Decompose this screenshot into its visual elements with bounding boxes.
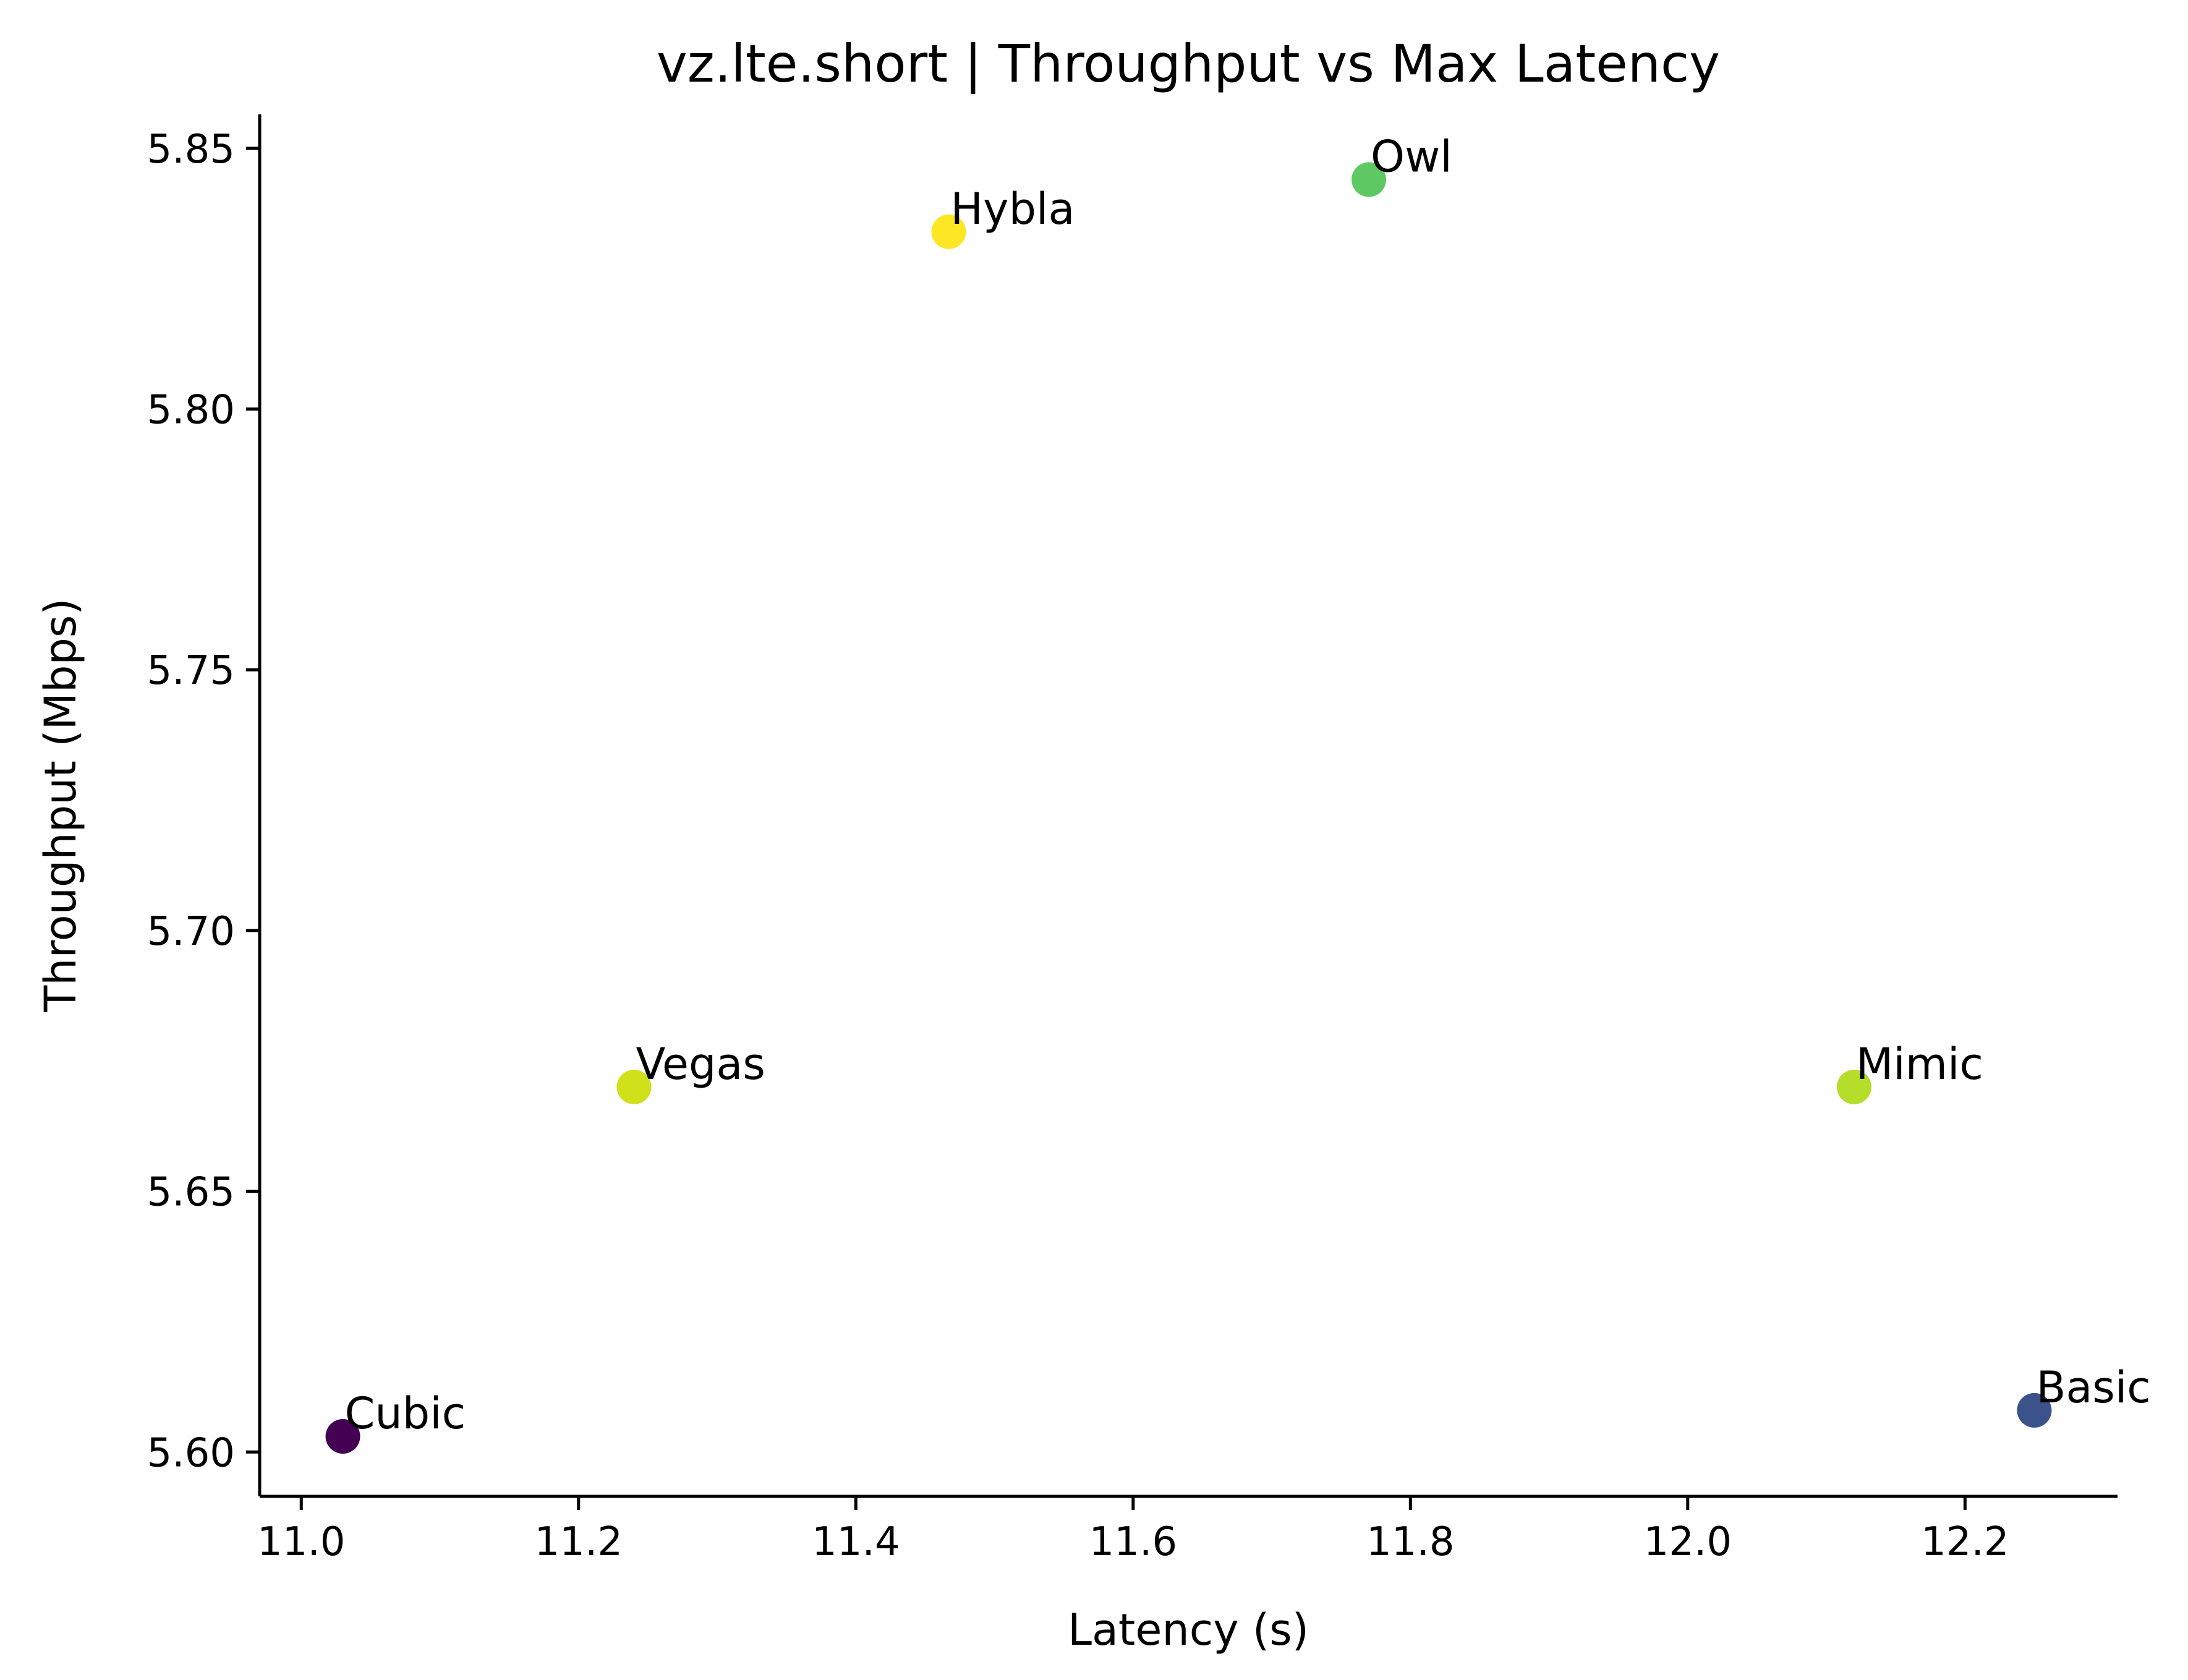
x-tick-label: 11.0 — [257, 1519, 346, 1565]
x-tick-label: 11.4 — [812, 1519, 900, 1565]
y-tick-label: 5.60 — [147, 1430, 236, 1476]
data-point-vegas — [616, 1069, 652, 1104]
data-point-hybla — [931, 214, 966, 249]
y-tick-label: 5.70 — [147, 909, 236, 955]
y-tick-label: 5.75 — [147, 648, 236, 694]
data-point-owl — [1352, 162, 1387, 197]
data-label-mimic: Mimic — [1856, 1039, 1983, 1089]
data-point-basic — [2017, 1392, 2052, 1428]
y-tick-label: 5.85 — [147, 127, 236, 173]
x-tick-label: 11.8 — [1366, 1519, 1455, 1565]
y-tick-label: 5.65 — [147, 1170, 236, 1216]
data-label-vegas: Vegas — [636, 1039, 765, 1089]
x-tick-label: 12.2 — [1921, 1519, 2009, 1565]
data-points: Cubic Vegas Hybla Owl Mimic Basic — [325, 131, 2151, 1454]
data-label-cubic: Cubic — [345, 1388, 466, 1439]
data-label-hybla: Hybla — [951, 184, 1075, 234]
data-point-mimic — [1836, 1069, 1871, 1104]
x-tick-label: 11.6 — [1089, 1519, 1178, 1565]
x-axis-label: Latency (s) — [1068, 1605, 1309, 1655]
chart-title: vz.lte.short | Throughput vs Max Latency — [657, 33, 1720, 94]
x-tick-label: 11.2 — [535, 1519, 623, 1565]
ticks: 11.0 11.2 11.4 11.6 11.8 12.0 12.2 5.60 5.65 5.70… — [147, 127, 2009, 1565]
y-tick-label: 5.80 — [147, 388, 236, 433]
data-label-owl: Owl — [1371, 131, 1452, 182]
y-axis-label: Throughput (Mbps) — [35, 598, 86, 1012]
data-point-cubic — [325, 1419, 360, 1454]
data-label-basic: Basic — [2036, 1362, 2150, 1413]
x-tick-label: 12.0 — [1644, 1519, 1732, 1565]
